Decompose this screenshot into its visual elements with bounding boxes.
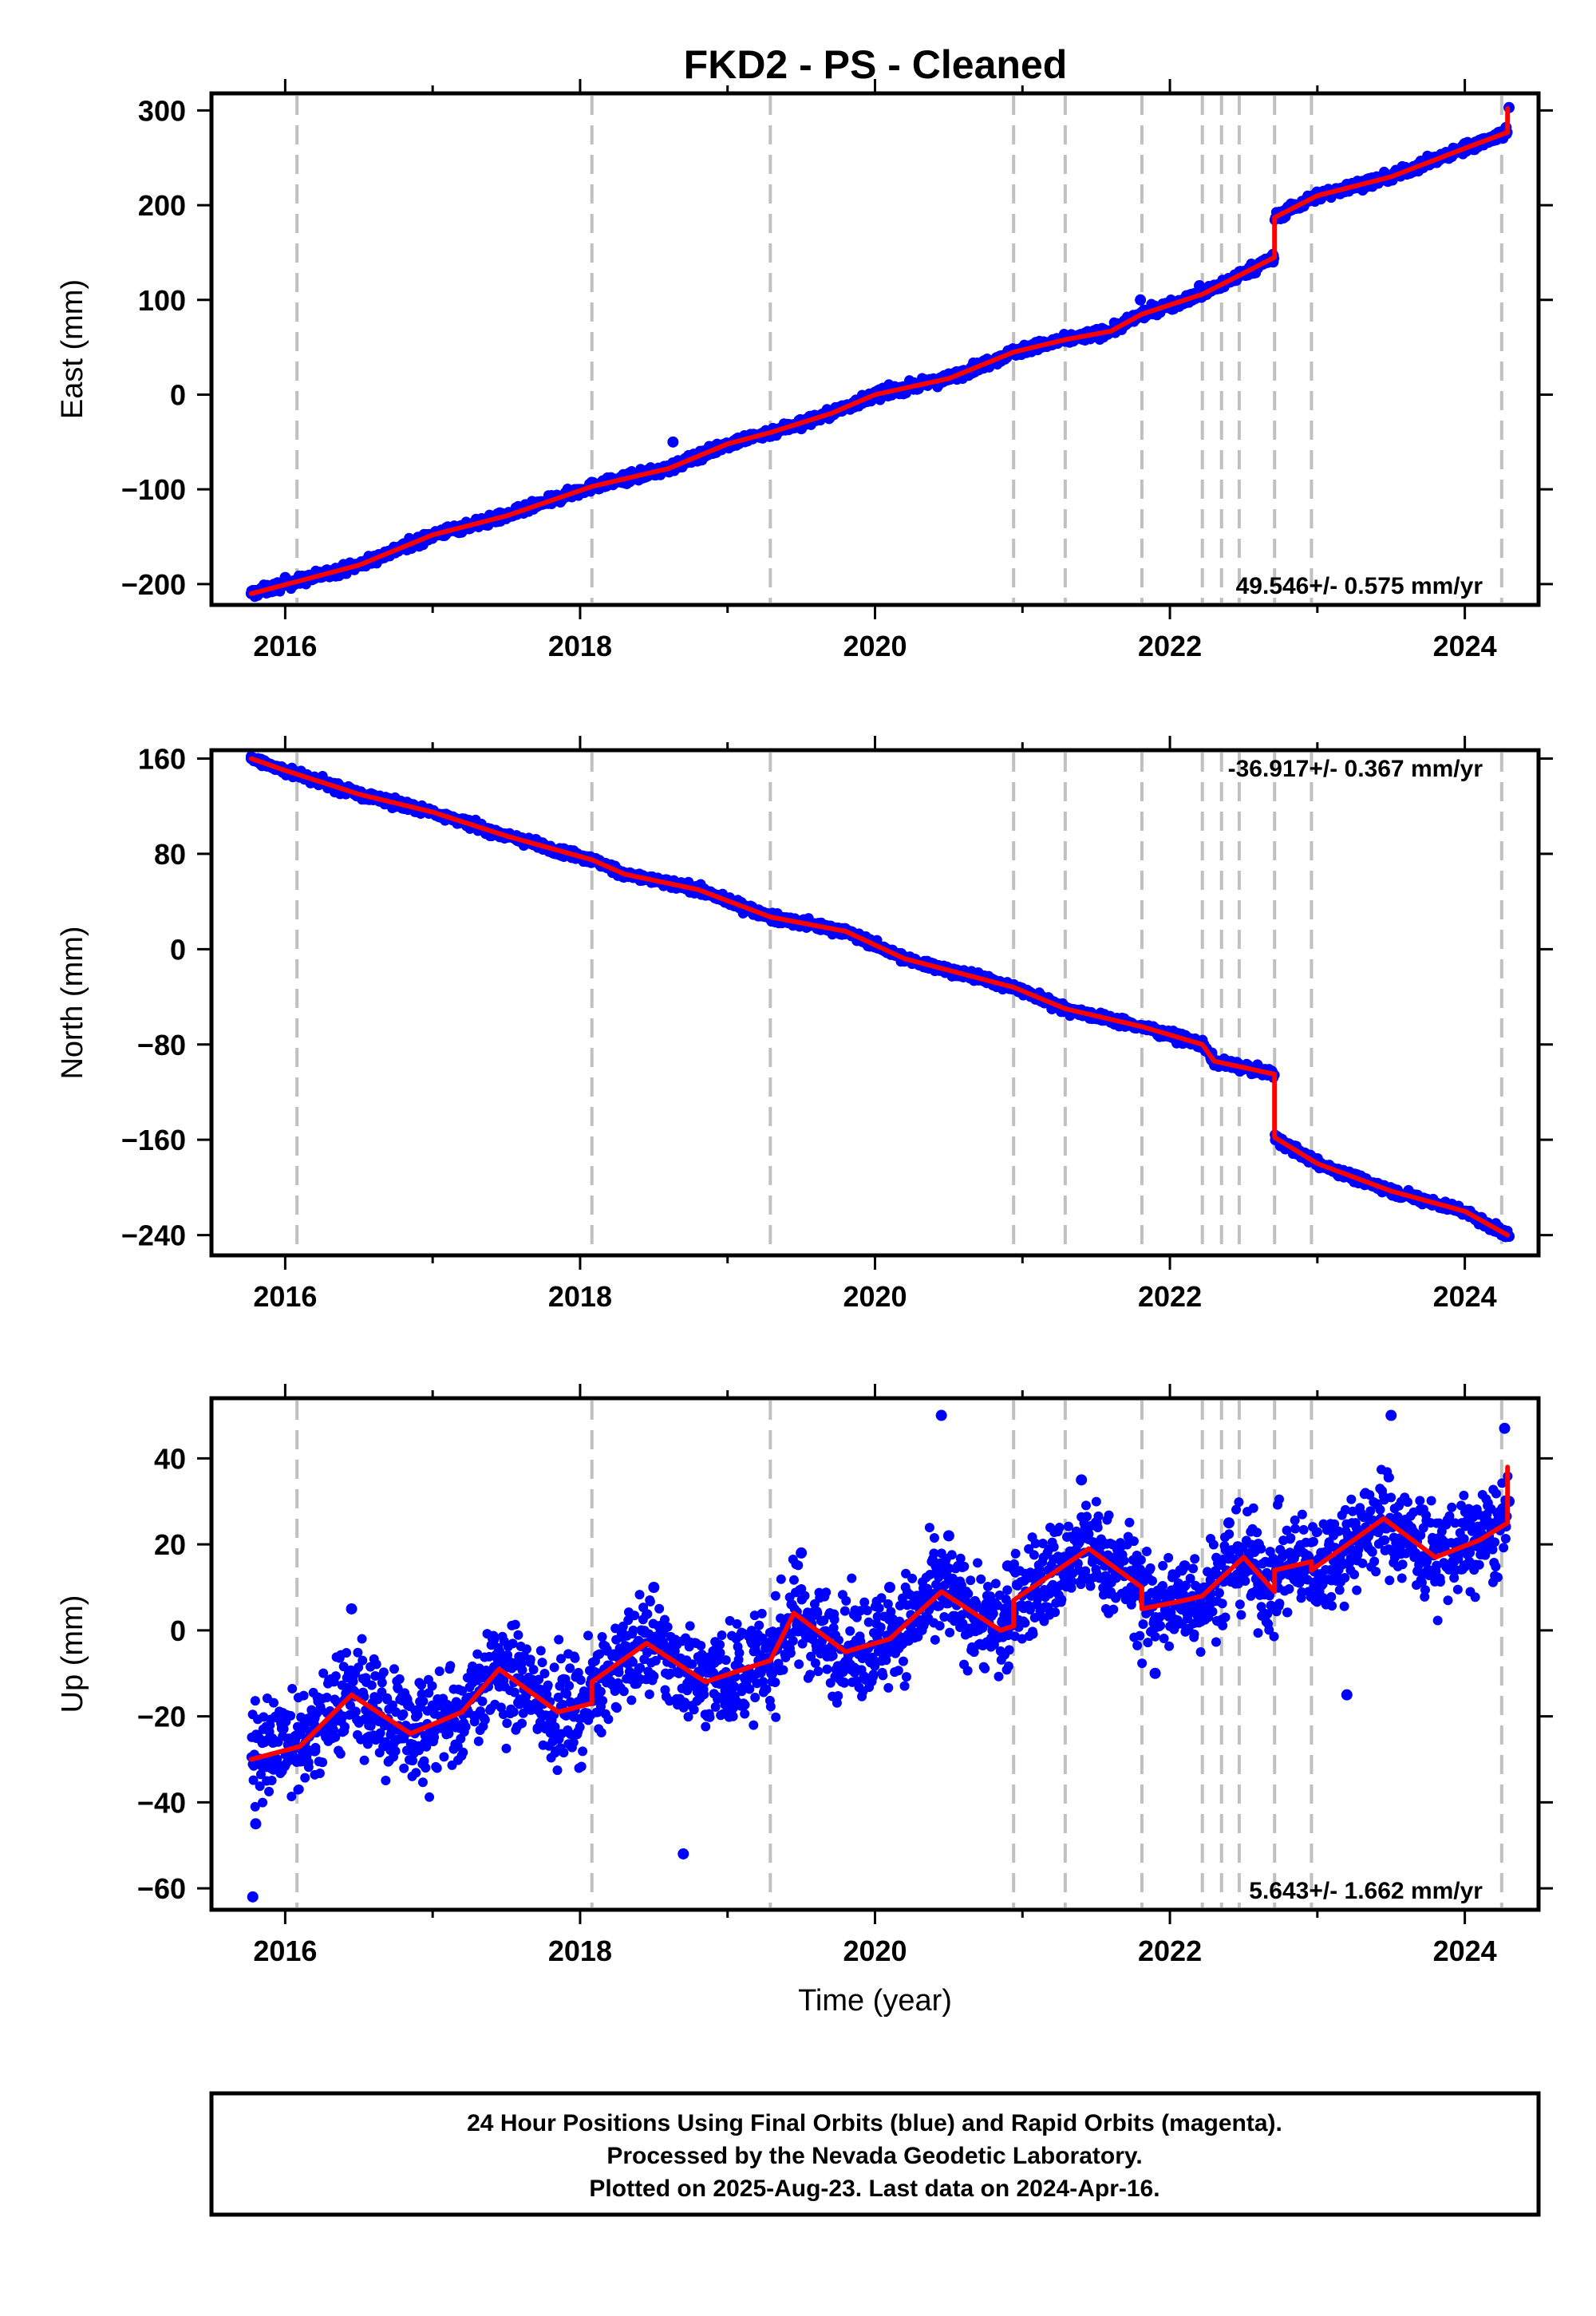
model-fit-line <box>248 106 1511 596</box>
y-tick-label: −160 <box>121 1124 186 1156</box>
data-point <box>286 1710 296 1721</box>
data-point <box>268 1697 279 1708</box>
y-tick-label: 100 <box>138 284 186 317</box>
y-tick-label: 0 <box>170 933 186 966</box>
x-tick-label: 2018 <box>548 630 612 662</box>
data-point <box>1135 294 1147 306</box>
data-point <box>330 1732 341 1742</box>
y-tick-label: −100 <box>121 473 186 506</box>
data-point <box>294 1784 304 1795</box>
x-tick-label: 2016 <box>253 1280 317 1313</box>
data-point <box>279 571 291 583</box>
plot-area <box>245 751 1515 1243</box>
data-point <box>330 1671 341 1682</box>
y-tick-label: 200 <box>138 189 186 222</box>
model-fit-line <box>248 756 1511 1238</box>
y-tick-label: −80 <box>137 1029 186 1061</box>
data-point <box>322 1693 332 1703</box>
data-point <box>255 1781 265 1792</box>
data-point <box>328 1725 338 1735</box>
data-point <box>279 1724 289 1734</box>
north-panel: 2016 2018 2020 2022 2024 −240 −160 −80 0 80 160 Nor… <box>56 736 1553 1313</box>
rate-annotation: 49.546+/- 0.575 mm/yr <box>1236 573 1483 599</box>
x-tick-label: 2022 <box>1138 1280 1202 1313</box>
data-point <box>248 1775 259 1785</box>
plot-area <box>245 101 1515 603</box>
data-point <box>267 1775 277 1785</box>
data-point <box>255 1769 266 1780</box>
data-point <box>300 1723 310 1733</box>
plot-area <box>246 1409 1515 1903</box>
data-point <box>314 1769 325 1779</box>
data-point <box>258 1797 268 1808</box>
data-point <box>250 1696 260 1706</box>
data-point <box>250 1801 260 1812</box>
x-tick-label: 2020 <box>843 1280 907 1313</box>
x-tick-label: 2022 <box>1138 630 1202 662</box>
data-point <box>335 1749 346 1759</box>
x-tick-label: 2024 <box>1433 630 1497 662</box>
data-point <box>298 1690 309 1701</box>
y-axis-label: North (mm) <box>56 926 89 1079</box>
data-point <box>300 1773 310 1783</box>
data-point <box>318 1668 329 1678</box>
data-point <box>348 1677 358 1687</box>
x-tick-label: 2016 <box>253 630 317 662</box>
y-tick-label: 300 <box>138 94 186 127</box>
data-point <box>286 1791 297 1801</box>
rate-annotation: -36.917+/- 0.367 mm/yr <box>1228 756 1483 782</box>
x-tick-label: 2024 <box>1433 1280 1497 1313</box>
x-tick-label: 2018 <box>548 1280 612 1313</box>
final-orbit-points <box>246 1409 1515 1903</box>
data-point <box>264 1786 275 1796</box>
data-point <box>287 1683 298 1694</box>
data-point <box>667 436 679 448</box>
data-point <box>1194 279 1206 291</box>
x-tick-label: 2020 <box>843 630 907 662</box>
y-axis-label: East (mm) <box>56 279 89 419</box>
y-tick-label: −200 <box>121 568 186 601</box>
data-point <box>340 1721 350 1732</box>
y-tick-label: −240 <box>121 1219 186 1252</box>
data-point <box>342 1648 352 1658</box>
y-tick-label: 0 <box>170 378 186 411</box>
data-point <box>350 1706 361 1717</box>
data-point <box>303 1762 314 1773</box>
y-tick-label: 80 <box>154 838 186 871</box>
east-panel: 2016 2018 2020 2022 2024 −200 −100 0 100 200 300 Ea… <box>56 79 1553 662</box>
data-point <box>318 1757 328 1768</box>
y-tick-label: 160 <box>138 742 186 775</box>
